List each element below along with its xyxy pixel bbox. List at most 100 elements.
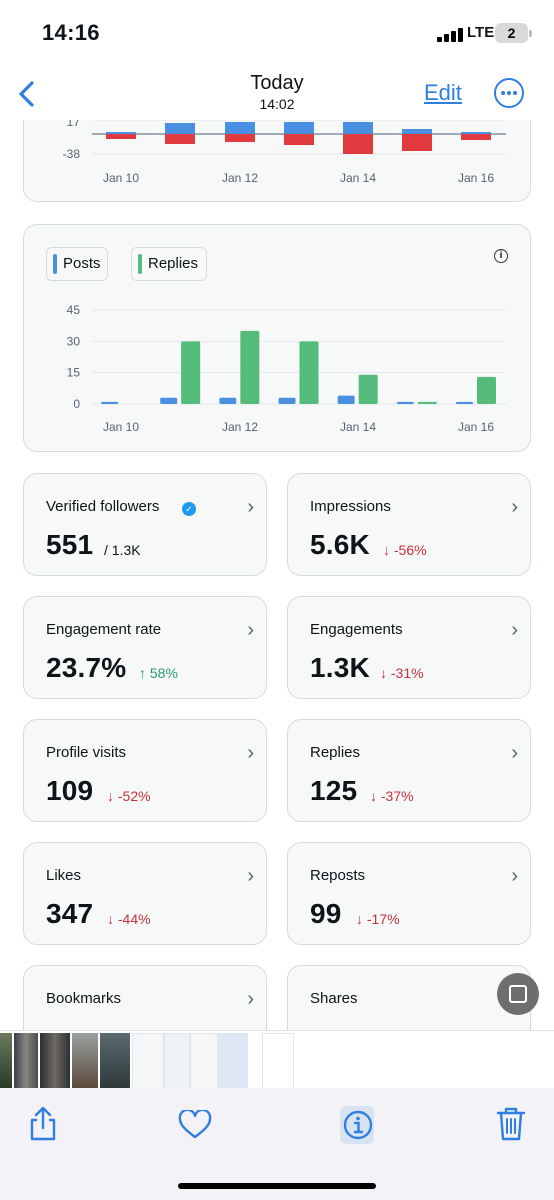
bar-posts [219,397,237,404]
posts-replies-chart-card: Posts Replies i 0 15 30 45 Jan 10 Jan 12 Jan 1… [23,224,531,452]
status-bar: 14:16 LTE 2 [0,0,554,64]
stat-value: 125 [310,775,358,806]
stat-label: Likes [46,867,82,884]
top-chart-bar-gain [106,132,136,134]
bar-posts [278,397,296,404]
thumbnail[interactable] [14,1033,38,1088]
info-circle-icon[interactable] [342,1109,374,1141]
top-chart-bar-loss [225,134,255,142]
thumbnail[interactable] [132,1033,164,1090]
stat-card[interactable]: Reposts › 99 ↓ -17% [287,842,531,945]
stat-change: ↓ -31% [380,665,424,681]
stat-label: Profile visits [46,744,127,761]
stat-value: 347 [46,898,94,929]
stat-change-value: -17% [366,911,400,927]
top-chart-x-label: Jan 10 [103,171,139,185]
x-tick-label: Jan 16 [458,420,494,434]
info-icon[interactable]: i [494,249,508,263]
stat-card[interactable]: Likes › 347 ↓ -44% [23,842,267,945]
stat-change: ↓ -52% [107,788,151,804]
top-chart-x-label: Jan 14 [340,171,376,185]
stat-card[interactable]: Bookmarks › [23,965,267,1030]
live-text-button[interactable] [497,973,539,1015]
stat-value: 1.3K [310,652,370,683]
x-tick-label: Jan 10 [103,420,139,434]
stat-value: 23.7% [46,652,127,683]
stat-change: ↓ -44% [107,911,151,927]
top-chart-bar-gain [284,122,314,134]
top-chart-bar-loss [402,134,432,151]
top-chart-bar-gain [343,122,373,134]
top-chart-bar-loss [284,134,314,145]
top-chart-bar-loss [343,134,373,154]
thumbnail-strip[interactable] [0,1030,554,1090]
arrow-up-icon: ↑ [139,665,150,681]
x-tick-label: Jan 12 [222,420,258,434]
stat-change: ↓ -17% [356,911,400,927]
thumbnail[interactable] [0,1033,12,1088]
more-options-icon[interactable] [494,78,524,108]
stat-change-value: 58% [149,665,178,681]
stat-change: ↓ -37% [370,788,414,804]
stat-card[interactable]: Verified followers ✓ › 551 / 1.3K [23,473,267,576]
arrow-down-icon: ↓ [107,911,118,927]
thumbnail[interactable] [218,1033,248,1088]
top-chart-bar-gain [402,129,432,134]
posts-replies-chart: 0 15 30 45 Jan 10 Jan 12 Jan 14 Jan 16 [67,303,506,434]
stat-card[interactable]: Profile visits › 109 ↓ -52% [23,719,267,822]
top-chart-x-label: Jan 16 [458,171,494,185]
stat-change-value: -52% [117,788,151,804]
y-tick-label: 15 [67,366,81,380]
heart-icon[interactable] [178,1110,212,1140]
stat-label: Bookmarks [46,990,122,1007]
stat-change-value: -56% [393,542,427,558]
legend-posts-label: Posts [63,255,101,272]
live-text-icon [509,985,527,1003]
chevron-right-icon: › [511,496,518,518]
chevron-right-icon: › [511,742,518,764]
stat-label: Engagements [310,621,403,638]
stat-card[interactable]: Replies › 125 ↓ -37% [287,719,531,822]
bar-replies [299,341,319,404]
stat-label: Verified followers [46,498,160,515]
bar-posts [160,397,178,404]
stat-change-value: -37% [380,788,414,804]
thumbnail[interactable] [164,1033,190,1090]
stat-card[interactable]: Shares› [287,965,531,1030]
bar-replies [181,341,201,404]
stat-card[interactable]: Engagements › 1.3K ↓ -31% [287,596,531,699]
stat-change-value: / 1.3K [104,542,141,558]
bottom-toolbar [0,1088,554,1200]
edit-button[interactable]: Edit [424,80,462,105]
thumbnail[interactable] [190,1033,218,1090]
battery-icon: 2 [495,23,532,43]
top-chart-x-label: Jan 12 [222,171,258,185]
thumbnail[interactable] [100,1033,130,1088]
top-chart-bar-loss [165,134,195,144]
status-time: 14:16 [42,20,100,45]
back-chevron-icon[interactable] [14,78,42,110]
legend-posts[interactable]: Posts [46,247,108,281]
chevron-right-icon: › [247,619,254,641]
nav-bar: Today 14:02 Edit [0,64,554,120]
stats-grid: Verified followers ✓ › 551 / 1.3K Impressions… [23,473,531,1030]
nav-title: Today [250,72,304,94]
signal-icon [437,26,463,42]
top-chart-bar-loss [461,134,491,140]
chevron-right-icon: › [247,496,254,518]
legend-replies[interactable]: Replies [131,247,207,281]
arrow-down-icon: ↓ [370,788,381,804]
thumbnail[interactable] [40,1033,70,1088]
stat-card[interactable]: Engagement rate › 23.7% ↑ 58% [23,596,267,699]
bar-replies [477,376,496,404]
bar-replies [358,374,378,404]
top-chart-bar-gain [165,123,195,134]
trash-icon[interactable] [496,1106,526,1142]
thumbnail-selected[interactable] [262,1033,294,1090]
legend-posts-swatch [53,254,57,274]
home-indicator [178,1183,376,1189]
share-icon[interactable] [28,1106,58,1142]
stat-label: Replies [310,744,361,761]
stat-card[interactable]: Impressions › 5.6K ↓ -56% [287,473,531,576]
thumbnail[interactable] [72,1033,98,1088]
